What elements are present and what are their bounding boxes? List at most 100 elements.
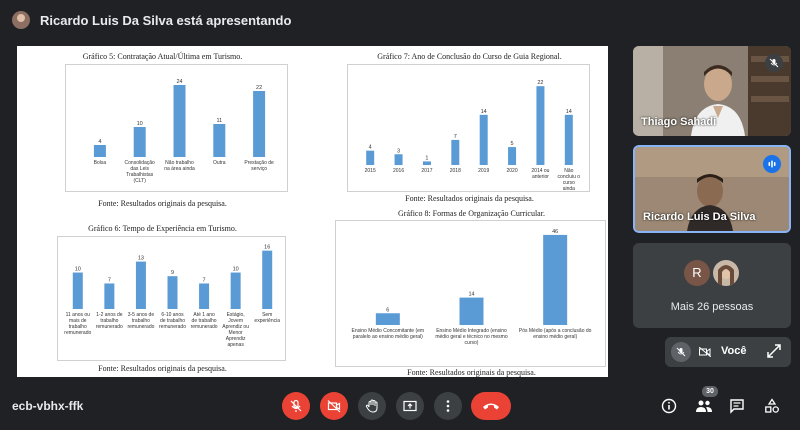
chart-svg: 4 Bolsa 10 Consolidação das Leis Trabalhistas… <box>94 79 274 184</box>
presenting-banner: Ricardo Luis Da Silva está apresentando <box>40 12 292 28</box>
chart-bar <box>167 276 178 309</box>
chart-bar <box>543 234 568 325</box>
data-label: 4 <box>98 139 101 145</box>
more-options-button[interactable] <box>434 392 462 420</box>
data-label: 11 <box>216 118 222 124</box>
chart-bar <box>508 147 517 165</box>
data-label: 1 <box>425 155 428 161</box>
data-label: 9 <box>171 270 174 276</box>
present-screen-button[interactable] <box>396 392 424 420</box>
activities-button[interactable] <box>762 396 782 416</box>
participant-name: Ricardo Luis Da Silva <box>643 211 756 223</box>
category-label: 2020 <box>507 168 518 174</box>
chart-bar <box>422 161 431 165</box>
chart-bar <box>451 139 460 165</box>
others-count-label: Mais 26 pessoas <box>670 301 754 313</box>
chart-frame: 4 2015 3 2016 1 2017 7 2018 14 2019 5 2020 22 2014 ou… <box>347 64 590 192</box>
people-button[interactable] <box>694 396 714 416</box>
hand-icon <box>365 399 378 413</box>
participant-tile-ricardo[interactable]: Ricardo Luis Da Silva <box>633 145 791 233</box>
activities-icon <box>765 398 779 413</box>
bottom-toolbar: ecb-vbhx-ffk <box>0 384 800 430</box>
category-label: 2015 <box>365 168 376 174</box>
category-label: 2019 <box>478 168 489 174</box>
chart-frame: 6 Ensino Médio Concomitante (em paralelo a… <box>335 220 606 367</box>
chart-frame: 4 Bolsa 10 Consolidação das Leis Trabalhistas… <box>65 64 288 192</box>
data-label: 22 <box>256 85 262 91</box>
muted-mic-icon <box>671 342 691 362</box>
chat-button[interactable] <box>727 396 747 416</box>
data-label: 7 <box>203 277 206 283</box>
shared-screen: Gráfico 5: Contratação Atual/Última em T… <box>17 46 608 377</box>
chart-title: Gráfico 6: Tempo de Experiência em Turis… <box>88 224 237 233</box>
data-label: 10 <box>233 267 239 273</box>
data-label: 22 <box>537 80 543 86</box>
chart-source: Fonte: Resultados originais da pesquisa. <box>405 194 534 203</box>
category-label: 2017 <box>421 168 432 174</box>
data-label: 3 <box>397 148 400 154</box>
category-label: Não concluiu o curso ainda <box>558 168 581 192</box>
data-label: 13 <box>138 256 144 262</box>
chart-svg: 4 2015 3 2016 1 2017 7 2018 14 2019 5 2020 22 2014 ou… <box>365 80 581 192</box>
category-label: Sem experiência <box>254 312 280 324</box>
data-label: 4 <box>369 145 372 151</box>
leave-call-button[interactable] <box>471 392 511 420</box>
camera-off-icon <box>327 400 341 413</box>
meeting-details-button[interactable] <box>659 396 679 416</box>
others-tile[interactable]: R Mais 26 pessoas <box>633 243 791 328</box>
chart-bar <box>262 250 273 309</box>
category-label: Estágio, Jovem Aprendiz ou Menor Aprendiz ape… <box>222 312 249 348</box>
raise-hand-button[interactable] <box>358 392 386 420</box>
chart-bar <box>104 283 115 309</box>
info-icon <box>661 398 677 414</box>
chart-6: Gráfico 6: Tempo de Experiência em Turis… <box>17 222 308 377</box>
chart-bar <box>459 297 484 325</box>
chart-bar <box>394 154 403 165</box>
chart-bar <box>133 127 146 157</box>
chart-bar <box>375 313 400 325</box>
self-tile[interactable]: Você <box>665 337 791 367</box>
expand-icon[interactable] <box>767 344 781 363</box>
category-label: 1-2 anos de trabalho remunerado <box>96 312 123 330</box>
chat-icon <box>730 399 744 414</box>
category-label: 2014 ou anterior <box>531 168 549 180</box>
category-label: 6-10 anos de trabalho remunerado <box>159 312 186 330</box>
chart-bar <box>213 124 226 157</box>
category-label: Ensino Médio Concomitante (em paralelo ao… <box>352 328 425 340</box>
data-label: 10 <box>137 121 143 127</box>
chart-bar <box>253 91 266 157</box>
data-label: 16 <box>264 245 270 251</box>
data-label: 14 <box>566 109 572 115</box>
chart-source: Fonte: Resultados originais da pesquisa. <box>407 368 536 377</box>
mic-toggle-button[interactable] <box>282 392 310 420</box>
avatar: R <box>684 260 710 286</box>
category-label: Até 1 ano de trabalho remunerado <box>191 312 218 330</box>
data-label: 14 <box>481 109 487 115</box>
chart-title: Gráfico 5: Contratação Atual/Última em T… <box>82 52 243 61</box>
chart-source: Fonte: Resultados originais da pesquisa. <box>98 364 227 373</box>
chart-title: Gráfico 7: Ano de Conclusão do Curso de … <box>377 52 562 61</box>
participant-count-badge: 30 <box>702 386 718 397</box>
chart-svg: 10 11 anos ou mais de trabalho remunerado 7 1-… <box>64 245 280 348</box>
self-label: Você <box>721 345 747 357</box>
category-label: Consolidação das Leis Trabalhistas (CLT) <box>125 160 156 184</box>
camera-toggle-button[interactable] <box>320 392 348 420</box>
data-label: 7 <box>454 134 457 140</box>
participant-name: Thiago Sahadi <box>641 116 717 128</box>
data-label: 10 <box>75 267 81 273</box>
category-label: Pós Médio (após a conclusão do ensino méd… <box>519 328 592 340</box>
data-label: 46 <box>552 229 558 235</box>
video-feed <box>633 46 791 136</box>
chart-bar <box>230 272 241 309</box>
chart-bar <box>366 150 375 165</box>
present-icon <box>403 400 417 412</box>
data-label: 5 <box>511 141 514 147</box>
participant-tile-thiago[interactable]: Thiago Sahadi <box>633 46 791 136</box>
data-label: 14 <box>468 292 474 298</box>
category-label: Outra <box>213 160 226 166</box>
meeting-code: ecb-vbhx-ffk <box>12 399 84 413</box>
chart-bar <box>72 272 83 309</box>
category-label: Não trabalho na área ainda <box>164 160 195 172</box>
chart-source: Fonte: Resultados originais da pesquisa. <box>98 199 227 208</box>
more-vert-icon <box>446 400 450 412</box>
